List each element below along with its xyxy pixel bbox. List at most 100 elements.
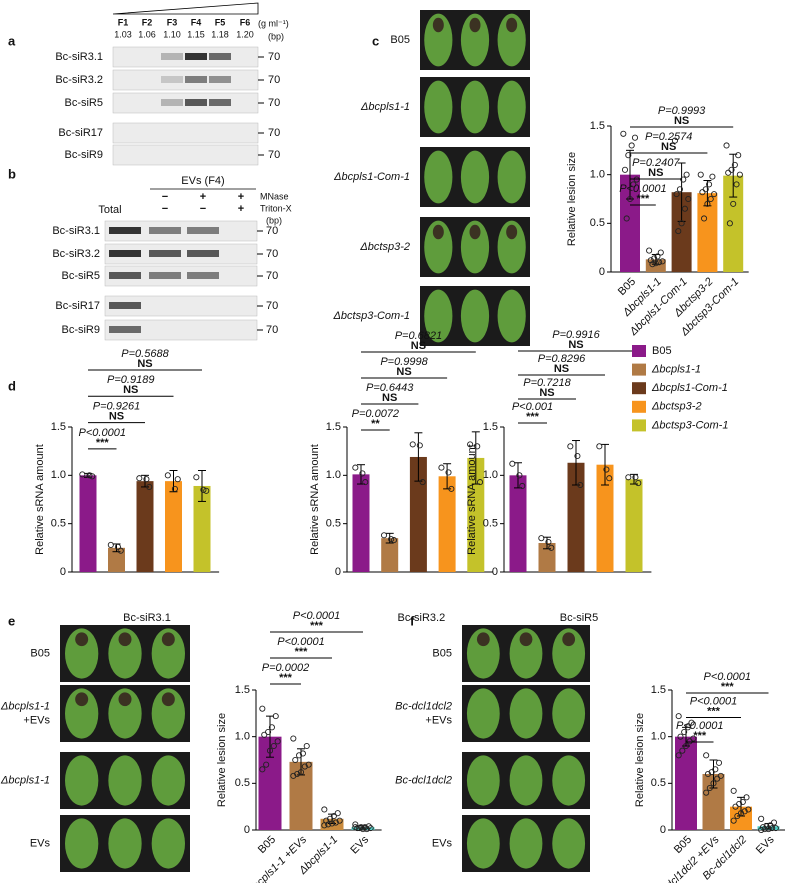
size-unit: (bp): [266, 215, 282, 225]
data-point: [681, 728, 688, 736]
data-point: [743, 794, 750, 801]
data-point: [621, 166, 629, 173]
leaf: [424, 289, 453, 343]
p-value: P=0.0072: [352, 408, 399, 420]
blot-band: [185, 76, 207, 83]
p-value: P=0.8296: [538, 353, 586, 365]
panel-label: d: [8, 378, 16, 393]
leaf-row-label: Δbcpls1-Com-1: [333, 171, 410, 183]
data-point: [136, 475, 143, 482]
data-point: [516, 472, 523, 479]
y-tick-label: 0: [599, 266, 605, 278]
data-point: [730, 200, 737, 207]
lesion: [506, 224, 518, 240]
leaf: [108, 688, 142, 739]
data-point: [352, 824, 359, 831]
data-point: [325, 821, 332, 828]
data-point: [732, 803, 739, 810]
lesion: [432, 17, 444, 33]
data-point: [676, 186, 683, 193]
data-point: [635, 480, 642, 487]
p-value: P<0.0001: [277, 636, 324, 648]
x-axis-label: Bc-siR5: [560, 612, 599, 624]
blot-row-label: Bc-siR3.2: [55, 74, 103, 86]
data-point: [164, 472, 171, 479]
lesion: [161, 692, 175, 707]
data-point: [715, 759, 723, 766]
bar: [381, 538, 399, 572]
size-label: 70: [268, 149, 280, 161]
blot-row-label: Bc-siR3.1: [55, 51, 103, 63]
leaf: [65, 755, 99, 806]
data-point: [356, 825, 363, 832]
x-axis-label: Bc-siR3.2: [398, 612, 446, 624]
p-value: P=0.9189: [107, 374, 154, 386]
leaf: [466, 628, 500, 679]
significance: ***: [295, 646, 309, 658]
data-point: [758, 826, 765, 834]
bar: [79, 475, 97, 572]
blot-strip: [112, 122, 259, 144]
density-label: 1.10: [163, 29, 181, 39]
treatment-sign: +: [238, 203, 244, 215]
leaf: [497, 289, 526, 343]
leaf: [497, 150, 526, 204]
leaf: [552, 755, 586, 806]
blot-band: [187, 227, 219, 234]
data-point: [735, 152, 742, 159]
lesion: [118, 632, 132, 647]
data-point: [548, 544, 555, 551]
data-point: [388, 536, 395, 543]
data-point: [577, 481, 584, 489]
y-tick-label: 0: [492, 566, 498, 578]
data-point: [272, 713, 279, 720]
data-point: [709, 173, 716, 180]
significance: NS: [137, 358, 152, 370]
lesion: [161, 632, 175, 647]
leaf: [460, 150, 490, 204]
leaf: [108, 755, 142, 806]
data-point: [647, 257, 654, 264]
y-tick-label: 1.5: [235, 684, 250, 696]
lesion: [75, 692, 89, 707]
data-point: [656, 259, 663, 266]
y-axis-label: Relative lesion size: [634, 713, 646, 807]
y-tick-label: 0: [244, 824, 250, 836]
data-point: [117, 547, 124, 554]
data-point: [632, 474, 639, 481]
y-tick-label: 0: [335, 566, 341, 578]
leaf: [497, 80, 526, 134]
data-point: [274, 738, 281, 745]
data-point: [352, 464, 359, 471]
data-point: [574, 452, 581, 460]
data-point: [146, 483, 153, 490]
data-point: [675, 713, 682, 720]
data-point: [359, 470, 366, 477]
panel-label: b: [8, 166, 16, 181]
data-point: [681, 205, 688, 212]
significance: NS: [661, 141, 676, 153]
leaf: [509, 818, 543, 869]
data-point: [89, 473, 96, 480]
y-tick-label: 0.5: [326, 518, 341, 530]
data-point: [685, 195, 692, 203]
data-point: [745, 806, 752, 813]
treatment-label: MNase: [260, 191, 289, 201]
leaf-row-label: EVs: [432, 837, 453, 849]
leaf-row-label: Δbcpls1-1: [0, 774, 50, 786]
blot-row-label: Bc-siR9: [61, 324, 100, 336]
data-point: [772, 825, 779, 832]
size-label: 70: [266, 270, 278, 282]
leaf-row-label: Δbcpls1-1: [360, 101, 410, 113]
panel-label: c: [372, 33, 379, 48]
y-tick-label: 0.5: [51, 518, 66, 530]
leaf-row-label: +EVs: [23, 714, 50, 726]
y-tick-label: 1.0: [651, 731, 666, 743]
p-value: P=0.9261: [93, 401, 140, 413]
leaf: [151, 688, 185, 739]
leaf-row-label: EVs: [30, 837, 51, 849]
lesion: [469, 17, 481, 33]
size-label: 70: [266, 300, 278, 312]
size-label: 70: [266, 225, 278, 237]
x-tick-label: EVs: [754, 833, 777, 856]
